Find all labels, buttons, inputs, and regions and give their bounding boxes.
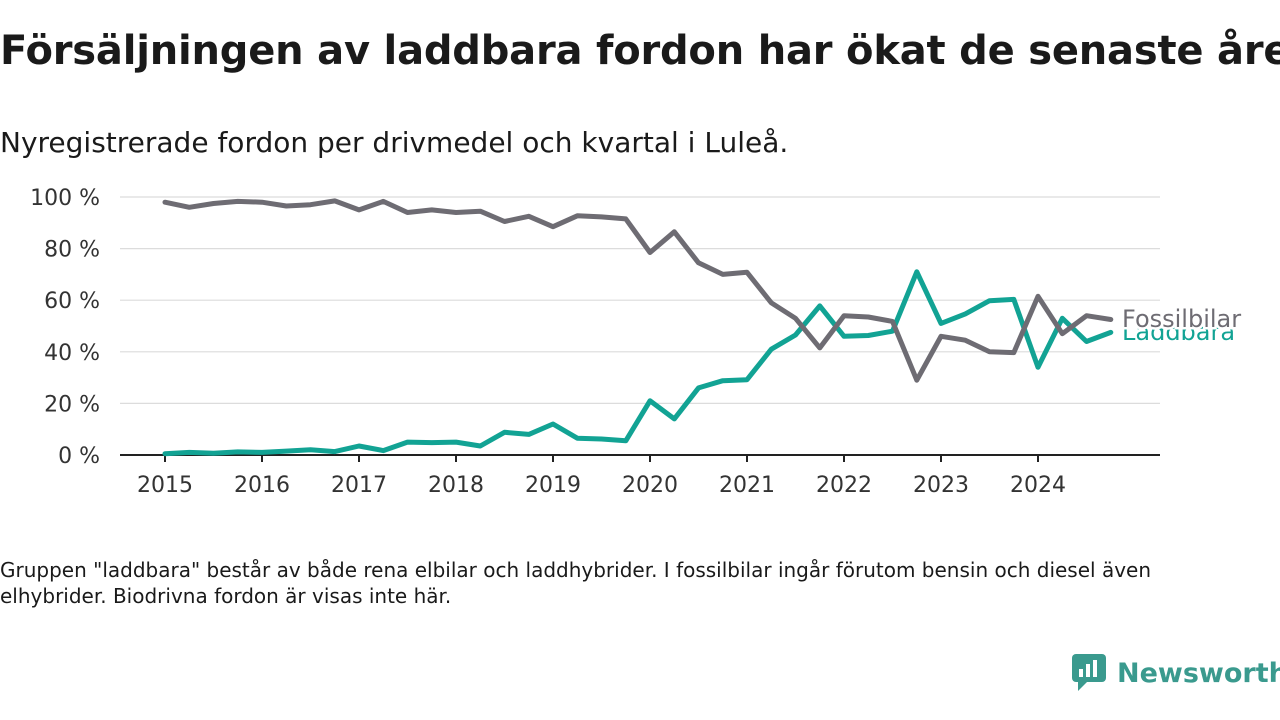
chart-subtitle: Nyregistrerade fordon per drivmedel och … xyxy=(0,126,789,159)
series-label: Fossilbilar xyxy=(1122,305,1241,333)
line-chart: 0 %20 %40 %60 %80 %100 % 2015 2016 2017 201… xyxy=(30,186,1244,498)
x-tick-label: 2019 xyxy=(525,473,581,498)
y-tick-label: 100 % xyxy=(30,186,100,211)
series-label: Laddbara xyxy=(1122,318,1235,346)
series-line xyxy=(162,198,1114,383)
x-tick-label: 2016 xyxy=(234,473,290,498)
x-tick-label: 2020 xyxy=(622,473,678,498)
x-tick-label: 2024 xyxy=(1010,473,1066,498)
footnote: Gruppen "laddbara" består av både rena e… xyxy=(0,558,1152,608)
y-tick-label: 40 % xyxy=(44,341,100,366)
x-tick-label: 2017 xyxy=(331,473,387,498)
y-tick-label: 80 % xyxy=(44,238,100,263)
y-tick-label: 0 % xyxy=(58,444,100,469)
x-tick-label: 2022 xyxy=(816,473,872,498)
y-tick-label: 20 % xyxy=(44,392,100,417)
newsworthy-logo-icon xyxy=(1072,654,1106,691)
x-axis: 2015 2016 2017 2018 2019 2020 2021 2022 2023 2024 xyxy=(120,454,1160,498)
brand-logo[interactable]: Newsworthy xyxy=(1072,654,1280,692)
y-axis: 0 % 20 % 40 % 60 % 80 % 100 % xyxy=(30,186,100,469)
series-line xyxy=(162,269,1114,457)
x-tick-label: 2015 xyxy=(137,473,193,498)
series-lines xyxy=(162,198,1114,457)
chart-title: Försäljningen av laddbara fordon har öka… xyxy=(0,28,1280,74)
x-tick-label: 2023 xyxy=(913,473,969,498)
x-tick-label: 2021 xyxy=(719,473,775,498)
brand-name: Newsworthy xyxy=(1117,657,1280,689)
x-tick-label: 2018 xyxy=(428,473,484,498)
y-tick-label: 60 % xyxy=(44,289,100,314)
